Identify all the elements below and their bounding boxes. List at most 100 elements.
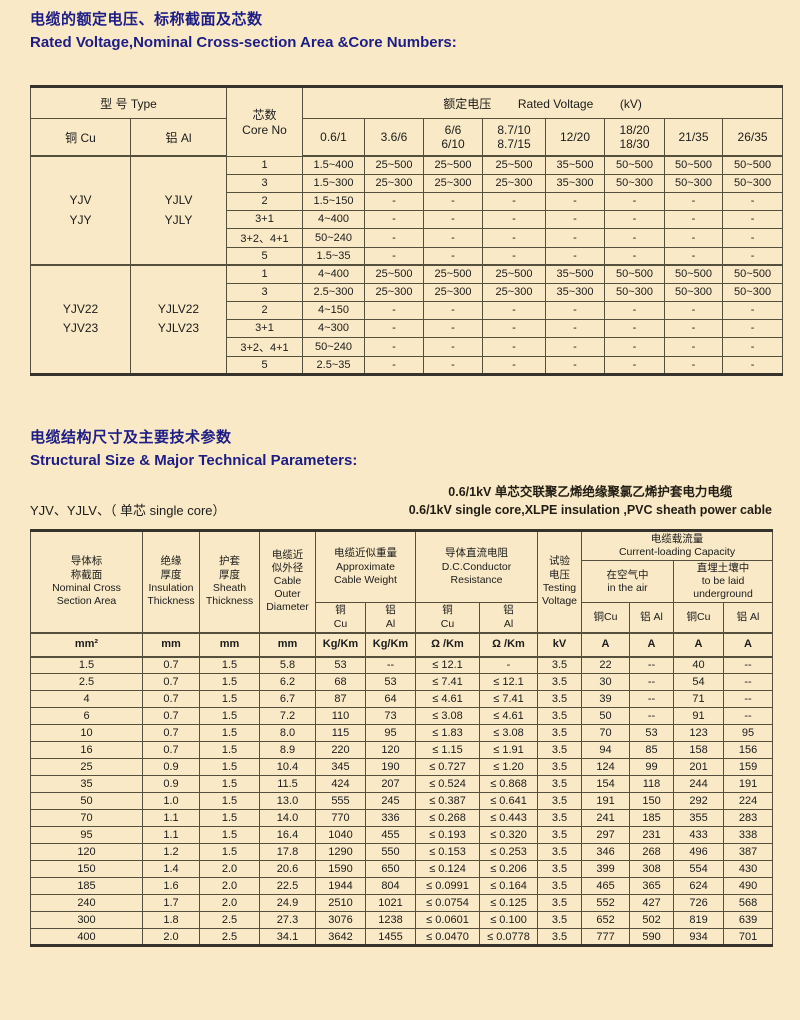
value-cell: ≤ 4.61 (478, 707, 539, 726)
t1-cu-header: 铜 Cu (30, 118, 131, 157)
range-cell: - (423, 191, 483, 211)
value-cell: 292 (673, 792, 725, 811)
value-cell: 1455 (365, 928, 416, 947)
value-cell: 1.5 (199, 826, 260, 845)
range-cell: - (721, 191, 784, 211)
value-cell: 1.6 (142, 877, 200, 896)
value-cell: 346 (581, 843, 631, 862)
range-cell: - (604, 227, 665, 248)
t2-resistance-cu-header: 铜 Cu (415, 602, 480, 634)
range-cell: - (423, 300, 483, 320)
range-cell: 50~300 (721, 173, 784, 193)
range-cell: - (664, 300, 723, 320)
unit-cell: Kg/Km (315, 631, 366, 658)
range-cell: - (664, 227, 723, 248)
table-row: 5 1.5~35- - - - - - - (31, 246, 784, 266)
value-cell: 552 (581, 894, 631, 913)
value-cell: 701 (723, 928, 774, 947)
t2-header-row-3: 铜 Cu 铝 Al 铜 Cu 铝 Al 铜Cu 铝 Al 铜Cu 铝 Al (31, 602, 774, 634)
value-cell: 554 (673, 860, 725, 879)
unit-cell: Ω /Km (478, 631, 539, 658)
range-cell: - (664, 191, 723, 211)
value-cell: 399 (581, 860, 631, 879)
core-no-cell: 3+2、4+1 (226, 336, 303, 357)
value-cell: ≤ 0.868 (478, 775, 539, 794)
value-cell: ≤ 0.253 (478, 843, 539, 862)
value-cell: ≤ 4.61 (415, 690, 480, 709)
value-cell: -- (365, 656, 416, 675)
t2-underground-cu-header: 铜Cu (673, 602, 725, 634)
value-cell: 427 (629, 894, 675, 913)
value-cell: 5.8 (259, 656, 316, 675)
range-cell: 2.5~35 (302, 355, 365, 375)
range-cell: - (664, 318, 723, 338)
value-cell: 1.5 (199, 741, 260, 760)
value-cell: 154 (581, 775, 631, 794)
value-cell: 73 (365, 707, 416, 726)
range-cell: - (604, 355, 665, 375)
range-cell: - (664, 336, 723, 357)
table-row: 16 0.7 1.5 8.9 220 120 ≤ 1.15 ≤ 1.91 3.5 94 85 158 1… (30, 741, 774, 760)
value-cell: 53 (315, 656, 366, 675)
t2-weight-header: 电缆近似重量 Approximate Cable Weight (315, 529, 416, 604)
section1-title-zh: 电缆的额定电压、标称截面及芯数 (30, 11, 263, 28)
range-cell: - (604, 209, 665, 229)
value-cell: 10 (30, 724, 143, 743)
value-cell: 308 (629, 860, 675, 879)
t1-voltage-col: 18/20 18/30 (604, 118, 665, 157)
value-cell: 424 (315, 775, 366, 794)
value-cell: 115 (315, 724, 366, 743)
value-cell: 338 (723, 826, 774, 845)
t1-voltage-col: 12/20 (545, 118, 605, 157)
range-cell: - (364, 336, 424, 357)
value-cell: 1.5 (199, 843, 260, 862)
range-cell: - (423, 227, 483, 248)
value-cell: 496 (673, 843, 725, 862)
range-cell: 4~400 (302, 264, 365, 284)
value-cell: 433 (673, 826, 725, 845)
section1-title-en: Rated Voltage,Nominal Cross-section Area… (30, 34, 457, 51)
type-cu-cell: YJV22 YJV23 (30, 264, 131, 375)
range-cell: 25~300 (423, 282, 483, 302)
value-cell: 1.5 (30, 656, 143, 675)
range-cell: 25~300 (482, 173, 546, 193)
t2-underground-header: 直埋土壤中 to be laid underground (673, 559, 774, 604)
range-cell: - (604, 300, 665, 320)
t2-weight-al-header: 铝 Al (365, 602, 416, 634)
table-row: 5 2.5~35- - - - - - - (31, 355, 784, 375)
value-cell: -- (629, 656, 675, 675)
value-cell: 804 (365, 877, 416, 896)
value-cell: 91 (673, 707, 725, 726)
range-cell: 25~300 (364, 282, 424, 302)
range-cell: - (604, 318, 665, 338)
range-cell: 1.5~150 (302, 191, 365, 211)
table-row: 300 1.8 2.5 27.3 3076 1238 ≤ 0.0601 ≤ 0.100 3.5 6… (30, 911, 774, 930)
type-al-cell: YJLV YJLY (130, 155, 227, 266)
range-cell: 4~400 (302, 209, 365, 229)
value-cell: 6.7 (259, 690, 316, 709)
value-cell: 4 (30, 690, 143, 709)
value-cell: 1040 (315, 826, 366, 845)
t2-weight-cu-header: 铜 Cu (315, 602, 366, 634)
unit-cell: A (673, 631, 725, 658)
range-cell: 50~500 (664, 264, 723, 284)
value-cell: 22.5 (259, 877, 316, 896)
value-cell: 39 (581, 690, 631, 709)
value-cell: 124 (581, 758, 631, 777)
table-row: 150 1.4 2.0 20.6 1590 650 ≤ 0.124 ≤ 0.206 3.5 399… (30, 860, 774, 879)
cable-description-zh: 0.6/1kV 单芯交联聚乙烯绝缘聚氯乙烯护套电力电缆 (448, 484, 733, 499)
unit-cell: Kg/Km (365, 631, 416, 658)
value-cell: 207 (365, 775, 416, 794)
range-cell: - (423, 209, 483, 229)
section2-title-zh: 电缆结构尺寸及主要技术参数 (30, 428, 232, 446)
t1-voltage-col: 0.6/1 (302, 118, 365, 157)
value-cell: 1.5 (199, 809, 260, 828)
value-cell: ≤ 0.443 (478, 809, 539, 828)
range-cell: 1.5~400 (302, 155, 365, 175)
value-cell: ≤ 0.0754 (415, 894, 480, 913)
value-cell: ≤ 0.193 (415, 826, 480, 845)
value-cell: 7.2 (259, 707, 316, 726)
value-cell: 3.5 (537, 843, 583, 862)
range-cell: - (545, 300, 605, 320)
core-no-cell: 5 (226, 355, 303, 375)
